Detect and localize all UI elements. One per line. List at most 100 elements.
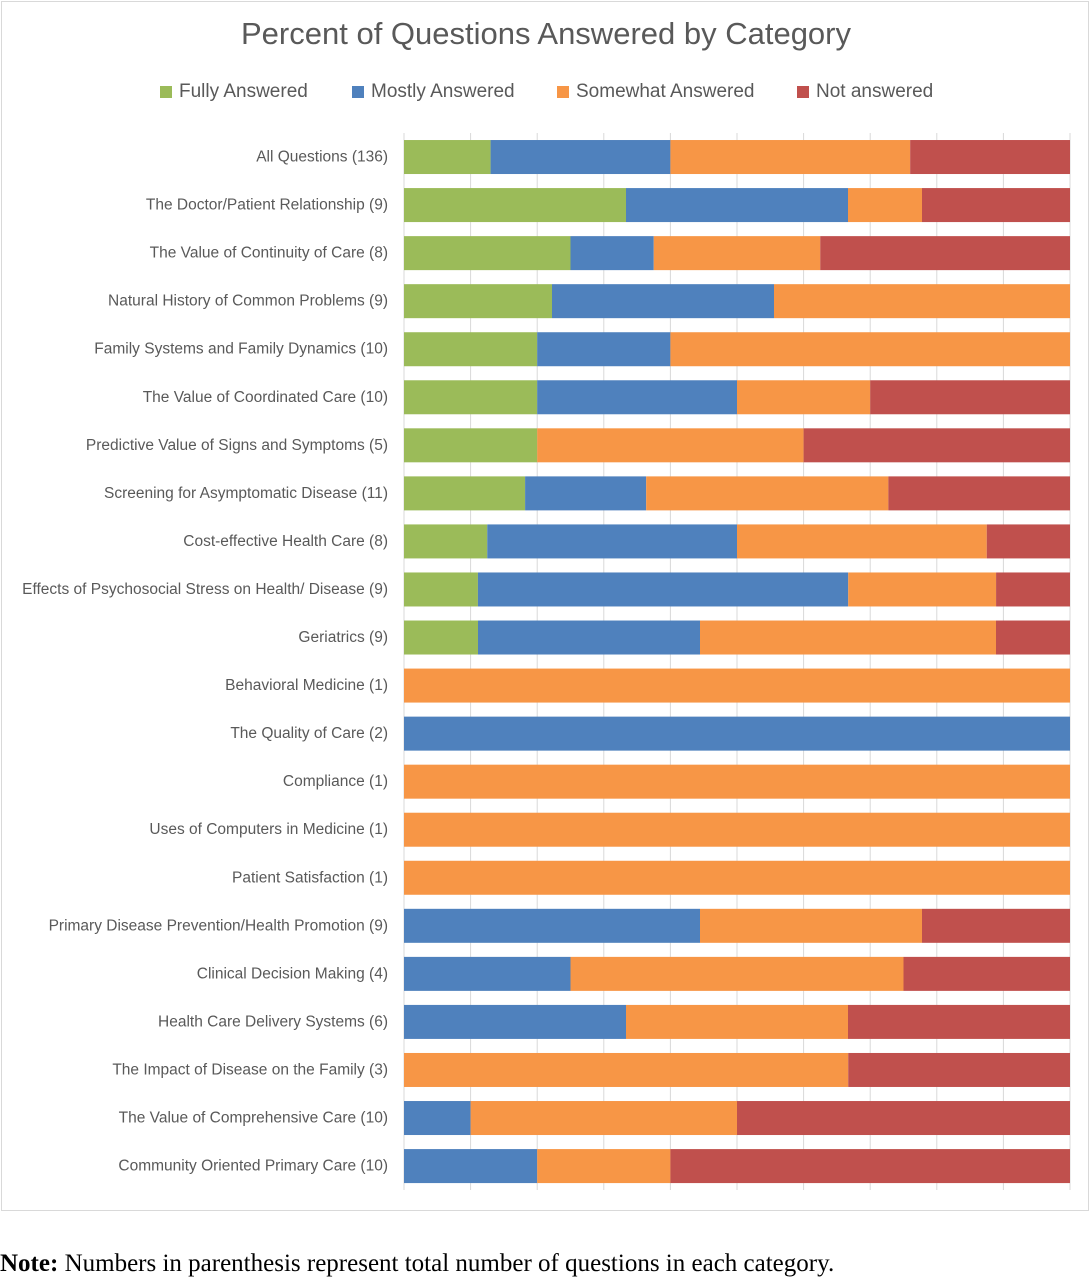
legend-label: Somewhat Answered (576, 81, 755, 102)
category-label: Geriatrics (9) (298, 629, 388, 646)
bar-not-answered (986, 524, 1070, 559)
bar-somewhat-answered (653, 236, 821, 271)
bar-somewhat-answered (537, 428, 804, 463)
bar-not-answered (903, 956, 1070, 991)
bar-mostly-answered (525, 476, 647, 511)
category-label: All Questions (136) (256, 149, 388, 166)
bar-fully-answered (404, 284, 552, 319)
bar-mostly-answered (552, 284, 774, 319)
bar-not-answered (670, 1149, 1070, 1184)
bar-somewhat-answered (404, 668, 1070, 703)
bar-not-answered (922, 908, 1070, 943)
bar-fully-answered (404, 620, 478, 655)
category-label: Patient Satisfaction (1) (232, 869, 388, 886)
bar-fully-answered (404, 572, 478, 607)
category-label: Natural History of Common Problems (9) (108, 293, 388, 310)
category-label: Community Oriented Primary Care (10) (118, 1158, 388, 1175)
category-label: The Value of Continuity of Care (8) (150, 245, 388, 262)
bar-somewhat-answered (404, 1052, 849, 1087)
bar-mostly-answered (487, 524, 737, 559)
plot-area: All Questions (136) The Doctor/Patient Re… (22, 133, 1071, 1190)
bar-mostly-answered (626, 188, 848, 223)
category-label: Family Systems and Family Dynamics (10) (94, 341, 388, 358)
legend-label: Not answered (816, 81, 934, 102)
bar-fully-answered (404, 188, 626, 223)
bar-somewhat-answered (404, 764, 1070, 799)
category-label: The Quality of Care (2) (230, 725, 388, 742)
legend: Fully Answered Mostly Answered Somewhat An… (0, 78, 1092, 106)
bar-mostly-answered (404, 956, 571, 991)
bar-somewhat-answered (470, 1101, 737, 1136)
category-label: The Value of Coordinated Care (10) (143, 389, 388, 406)
bar-mostly-answered (477, 572, 849, 607)
bar-not-answered (922, 188, 1070, 223)
footnote: Note: Numbers in parenthesis represent t… (0, 1250, 1092, 1278)
chart-title: Percent of Questions Answered by Categor… (241, 16, 851, 51)
bar-mostly-answered (404, 716, 1070, 751)
bar-mostly-answered (537, 332, 671, 367)
category-label: Compliance (1) (283, 773, 388, 790)
bar-somewhat-answered (737, 524, 987, 559)
bar-not-answered (848, 1004, 1070, 1039)
bar-not-answered (870, 380, 1070, 415)
bar-somewhat-answered (404, 860, 1070, 895)
bar-somewhat-answered (670, 140, 911, 175)
bars (404, 140, 1070, 1184)
bar-somewhat-answered (670, 332, 1070, 367)
legend-swatch-not-answered (797, 86, 809, 98)
bar-somewhat-answered (537, 1149, 671, 1184)
category-label: The Doctor/Patient Relationship (9) (146, 197, 388, 214)
bar-fully-answered (404, 524, 488, 559)
legend-item-fully-answered: Fully Answered (160, 78, 308, 106)
bar-somewhat-answered (774, 284, 1070, 319)
footnote-label: Note: (0, 1250, 59, 1277)
category-label: Behavioral Medicine (1) (225, 677, 388, 694)
category-label: Clinical Decision Making (4) (197, 965, 388, 982)
bar-fully-answered (404, 140, 491, 175)
bar-not-answered (820, 236, 1070, 271)
category-label: Primary Disease Prevention/Health Promot… (49, 917, 388, 934)
category-label: The Impact of Disease on the Family (3) (112, 1061, 388, 1078)
category-label: Predictive Value of Signs and Symptoms (… (86, 437, 388, 454)
bar-fully-answered (404, 428, 538, 463)
bar-somewhat-answered (570, 956, 904, 991)
bar-somewhat-answered (700, 620, 996, 655)
bar-fully-answered (404, 476, 526, 511)
category-label: Uses of Computers in Medicine (1) (149, 821, 388, 838)
legend-item-not-answered: Not answered (797, 78, 933, 106)
bar-somewhat-answered (626, 1004, 848, 1039)
category-label: Effects of Psychosocial Stress on Health… (22, 581, 388, 598)
bar-not-answered (910, 140, 1070, 175)
bar-fully-answered (404, 332, 538, 367)
bar-not-answered (848, 1052, 1070, 1087)
bar-mostly-answered (404, 1004, 626, 1039)
bar-somewhat-answered (404, 812, 1070, 847)
bar-mostly-answered (537, 380, 737, 415)
legend-swatch-mostly-answered (352, 86, 364, 98)
category-label: Cost-effective Health Care (8) (183, 533, 388, 550)
bar-somewhat-answered (646, 476, 889, 511)
bar-not-answered (737, 1101, 1070, 1136)
bar-mostly-answered (404, 1101, 471, 1136)
category-label: Health Care Delivery Systems (6) (158, 1013, 388, 1030)
bar-mostly-answered (404, 1149, 538, 1184)
bar-somewhat-answered (848, 188, 922, 223)
category-label: The Value of Comprehensive Care (10) (119, 1110, 388, 1127)
bar-mostly-answered (478, 620, 700, 655)
legend-swatch-fully-answered (160, 86, 172, 98)
bar-fully-answered (404, 236, 571, 271)
legend-label: Fully Answered (179, 81, 308, 102)
bar-somewhat-answered (848, 572, 997, 607)
bar-fully-answered (404, 380, 538, 415)
legend-item-mostly-answered: Mostly Answered (352, 78, 515, 106)
category-labels: All Questions (136) The Doctor/Patient Re… (22, 149, 388, 1175)
bar-somewhat-answered (700, 908, 922, 943)
category-label: Screening for Asymptomatic Disease (11) (104, 485, 388, 502)
footnote-text: Numbers in parenthesis represent total n… (58, 1250, 835, 1277)
legend-swatch-somewhat-answered (557, 86, 569, 98)
bar-not-answered (888, 476, 1070, 511)
bar-not-answered (996, 572, 1070, 607)
bar-mostly-answered (570, 236, 654, 271)
legend-item-somewhat-answered: Somewhat Answered (557, 78, 755, 106)
bar-mostly-answered (404, 908, 700, 943)
